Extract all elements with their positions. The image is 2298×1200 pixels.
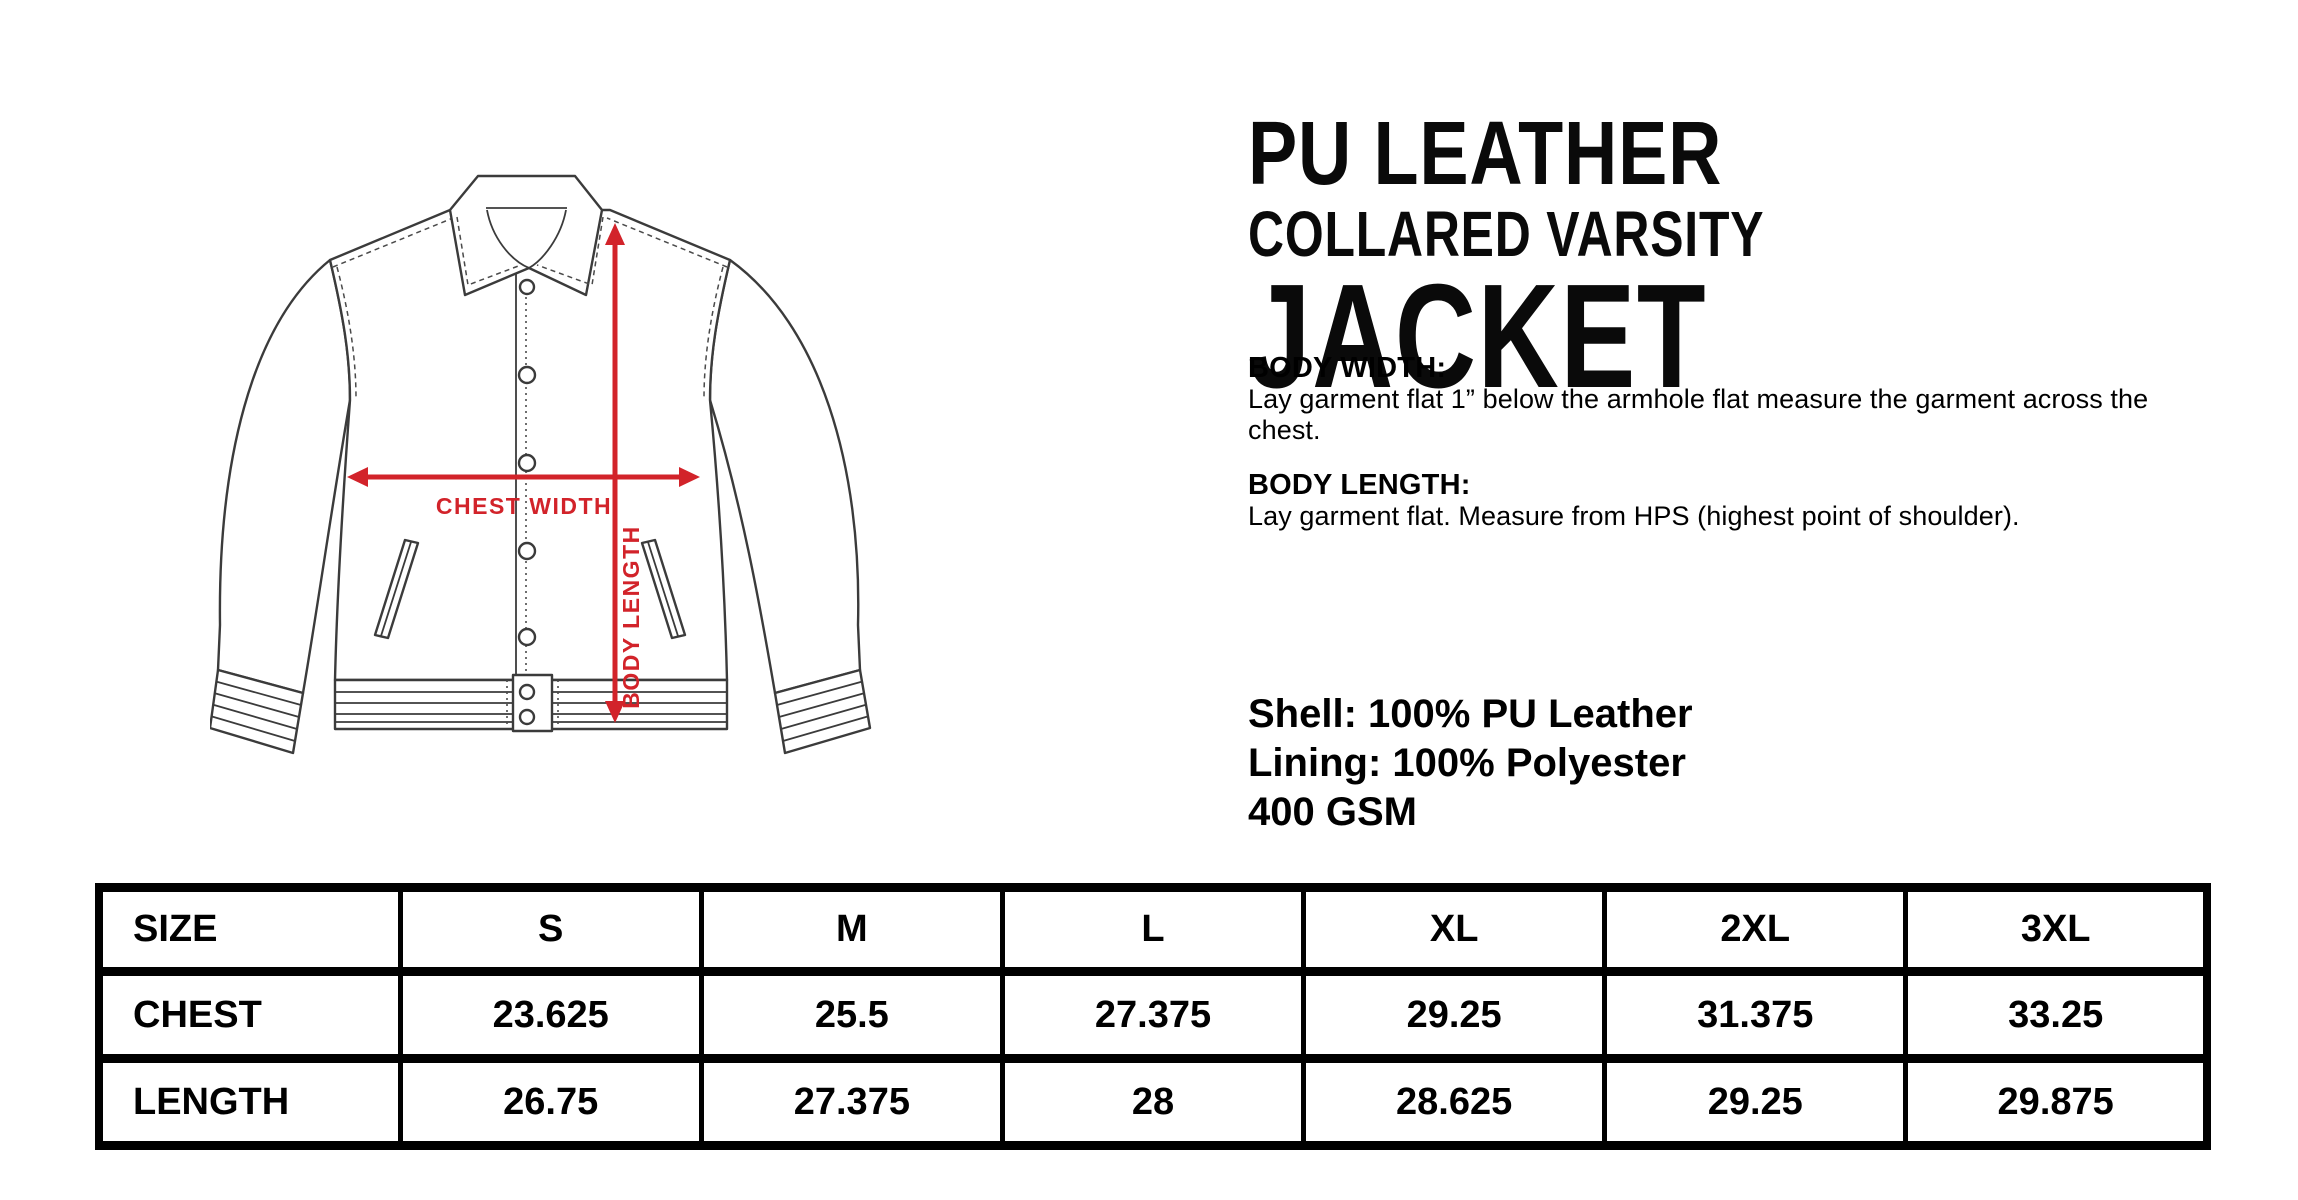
size-table-header-row: SIZE S M L XL 2XL 3XL xyxy=(96,883,2210,976)
body-length-label: BODY LENGTH xyxy=(618,525,644,708)
length-value-l: 28 xyxy=(999,1054,1307,1150)
material-lining: Lining: 100% Polyester xyxy=(1248,741,1686,785)
materials-list: Shell: 100% PU Leather Lining: 100% Poly… xyxy=(1248,690,1693,837)
length-value-3xl: 29.875 xyxy=(1903,1054,2210,1150)
length-value-xl: 28.625 xyxy=(1301,1054,1608,1150)
chest-value-s: 23.625 xyxy=(397,967,704,1063)
size-table-header-2xl: 2XL xyxy=(1602,883,1909,976)
body-width-heading: BODY WIDTH: xyxy=(1248,352,1447,384)
chest-row-label: CHEST xyxy=(96,967,403,1063)
size-table-header-size: SIZE xyxy=(96,883,403,976)
snap-buttons xyxy=(517,278,537,726)
jacket-left-pocket xyxy=(373,538,420,640)
length-value-m: 27.375 xyxy=(698,1054,1005,1150)
jacket-left-sleeve xyxy=(216,258,352,695)
size-table-header-s: S xyxy=(397,883,704,976)
product-title-line-3: JACKET xyxy=(1248,254,1708,419)
chest-width-label: CHEST WIDTH xyxy=(436,493,612,519)
body-width-instructions: Lay garment flat 1” below the armhole fl… xyxy=(1248,384,2149,445)
chest-value-3xl: 33.25 xyxy=(1903,967,2210,1063)
jacket-right-cuff xyxy=(773,668,872,755)
body-length-instructions: Lay garment flat. Measure from HPS (high… xyxy=(1248,501,2020,531)
jacket-right-sleeve xyxy=(708,258,862,695)
body-length-arrow xyxy=(605,223,625,723)
length-value-2xl: 29.25 xyxy=(1602,1054,1909,1150)
jacket-band-placket xyxy=(506,673,559,733)
jacket-collar xyxy=(448,174,604,297)
length-row-label: LENGTH xyxy=(96,1054,403,1150)
material-gsm: 400 GSM xyxy=(1248,790,1417,834)
size-table-header-xl: XL xyxy=(1301,883,1608,976)
chest-value-m: 25.5 xyxy=(698,967,1005,1063)
chest-width-arrow xyxy=(347,467,700,487)
product-title-line-2: COLLARED VARSITY xyxy=(1248,198,1765,270)
jacket-left-cuff xyxy=(210,668,305,755)
size-table-header-l: L xyxy=(999,883,1307,976)
size-table-header-3xl: 3XL xyxy=(1903,883,2210,976)
size-table-header-m: M xyxy=(698,883,1005,976)
length-value-s: 26.75 xyxy=(397,1054,704,1150)
size-table-length-row: LENGTH 26.75 27.375 28 28.625 29.25 29.8… xyxy=(96,1054,2210,1150)
jacket-diagram: CHEST WIDTH BODY LENGTH xyxy=(210,174,872,755)
product-title-line-1: PU LEATHER xyxy=(1248,104,1723,204)
chest-value-l: 27.375 xyxy=(999,967,1307,1063)
jacket-right-pocket xyxy=(640,538,687,640)
size-table-chest-row: CHEST 23.625 25.5 27.375 29.25 31.375 33… xyxy=(96,967,2210,1063)
size-chart: SIZE S M L XL 2XL 3XL CHEST 23.625 25.5 … xyxy=(95,883,2211,1150)
material-shell: Shell: 100% PU Leather xyxy=(1248,692,1693,736)
chest-value-xl: 29.25 xyxy=(1301,967,1608,1063)
stitch-lines xyxy=(332,217,728,399)
body-length-heading: BODY LENGTH: xyxy=(1248,469,1471,501)
chest-value-2xl: 31.375 xyxy=(1602,967,1909,1063)
